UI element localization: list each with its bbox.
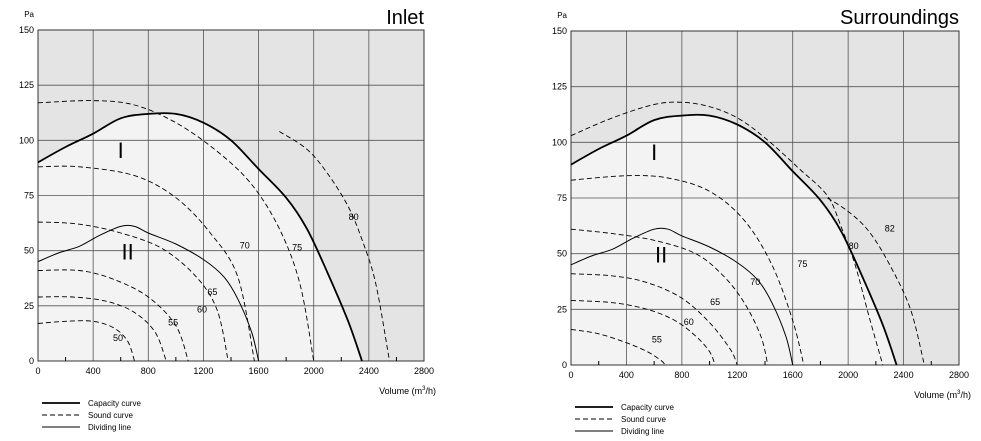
legend-label: Sound curve bbox=[88, 411, 133, 420]
sound-curve-label-60: 60 bbox=[197, 304, 207, 314]
region-label-i: I bbox=[651, 140, 657, 165]
sound-curve-60 bbox=[37, 269, 189, 362]
x-tick-label: 1600 bbox=[783, 370, 803, 380]
x-tick-label: 0 bbox=[35, 366, 40, 376]
y-tick-label: 0 bbox=[562, 360, 567, 370]
legend-label: Capacity curve bbox=[621, 403, 674, 412]
y-tick-label: 75 bbox=[24, 191, 34, 201]
sound-curve-label-80: 80 bbox=[349, 212, 359, 222]
sound-curve-60 bbox=[570, 299, 716, 366]
sound-curve-label-55: 55 bbox=[168, 318, 178, 328]
y-tick-label: 100 bbox=[552, 137, 567, 147]
sound-curve-label-75: 75 bbox=[292, 243, 302, 253]
x-tick-label: 1600 bbox=[249, 366, 269, 376]
sound-curve-65 bbox=[570, 273, 738, 366]
sound-curve-label-65: 65 bbox=[710, 297, 720, 307]
y-tick-label: 75 bbox=[557, 193, 567, 203]
sound-curve-label-65: 65 bbox=[207, 287, 217, 297]
sound-curve-80 bbox=[279, 131, 390, 362]
x-tick-label: 800 bbox=[141, 366, 156, 376]
legend-label: Dividing line bbox=[621, 427, 665, 436]
x-tick-label: 1200 bbox=[193, 366, 213, 376]
sound-curve-55 bbox=[570, 328, 666, 366]
sound-curve-label-60: 60 bbox=[684, 317, 694, 327]
legend-label: Capacity curve bbox=[88, 399, 141, 408]
x-tick-label: 400 bbox=[86, 366, 101, 376]
sound-curve-75 bbox=[37, 100, 315, 362]
region-label-ii: II bbox=[121, 239, 133, 264]
sound-curve-label-82: 82 bbox=[885, 223, 895, 233]
y-tick-label: 125 bbox=[552, 82, 567, 92]
x-axis-label: Volume (m3/h) bbox=[379, 386, 436, 396]
sound-curve-70 bbox=[37, 165, 255, 362]
x-axis-label: Volume (m3/h) bbox=[914, 390, 971, 400]
sound-curve-label-75: 75 bbox=[797, 259, 807, 269]
sound-curve-55 bbox=[37, 296, 167, 362]
capacity-curve-II bbox=[37, 224, 260, 362]
sound-curve-65 bbox=[37, 221, 229, 362]
y-tick-label: 50 bbox=[24, 246, 34, 256]
sound-curve-80 bbox=[570, 101, 884, 366]
chart-title: Surroundings bbox=[840, 7, 959, 29]
capacity-curve-I bbox=[37, 112, 363, 362]
y-tick-label: 0 bbox=[29, 356, 34, 366]
y-axis-label: Pa bbox=[557, 11, 567, 20]
y-tick-label: 50 bbox=[557, 249, 567, 259]
x-tick-label: 2400 bbox=[894, 370, 914, 380]
sound-curve-label-70: 70 bbox=[240, 240, 250, 250]
sound-curve-70 bbox=[570, 228, 769, 366]
sound-curve-label-50: 50 bbox=[113, 333, 123, 343]
sound-curve-82 bbox=[827, 197, 925, 366]
y-tick-label: 150 bbox=[19, 25, 34, 35]
sound-curve-label-55: 55 bbox=[652, 335, 662, 345]
x-tick-label: 2000 bbox=[838, 370, 858, 380]
x-tick-label: 2800 bbox=[414, 366, 434, 376]
sound-curve-50 bbox=[37, 320, 135, 362]
y-tick-label: 150 bbox=[552, 26, 567, 36]
sound-curve-label-70: 70 bbox=[750, 277, 760, 287]
x-tick-label: 1200 bbox=[727, 370, 747, 380]
y-axis-label: Pa bbox=[24, 10, 34, 19]
x-tick-label: 0 bbox=[568, 370, 573, 380]
region-label-i: I bbox=[118, 138, 124, 163]
legend-label: Sound curve bbox=[621, 415, 666, 424]
capacity-curve-I bbox=[570, 113, 898, 366]
sound-curve-label-80: 80 bbox=[849, 241, 859, 251]
x-tick-label: 2800 bbox=[949, 370, 969, 380]
operating-area bbox=[571, 114, 897, 366]
legend-label: Dividing line bbox=[88, 423, 132, 432]
region-label-ii: II bbox=[655, 243, 667, 268]
y-tick-label: 25 bbox=[24, 301, 34, 311]
sound-curve-75 bbox=[570, 175, 805, 366]
x-tick-label: 800 bbox=[674, 370, 689, 380]
capacity-curve-II bbox=[570, 227, 794, 366]
y-tick-label: 125 bbox=[19, 80, 34, 90]
x-tick-label: 400 bbox=[619, 370, 634, 380]
y-tick-label: 100 bbox=[19, 135, 34, 145]
x-tick-label: 2000 bbox=[304, 366, 324, 376]
chart-panel-inlet: 0 400 800 1200 1600 2000 2400 2800 0 25 50 75 100 125… bbox=[19, 7, 436, 432]
x-tick-label: 2400 bbox=[359, 366, 379, 376]
chart-panel-surroundings: 0 400 800 1200 1600 2000 2400 2800 0 25 50 75 100 125… bbox=[552, 7, 971, 436]
chart-title: Inlet bbox=[386, 7, 424, 29]
operating-area bbox=[38, 113, 362, 361]
y-tick-label: 25 bbox=[557, 304, 567, 314]
